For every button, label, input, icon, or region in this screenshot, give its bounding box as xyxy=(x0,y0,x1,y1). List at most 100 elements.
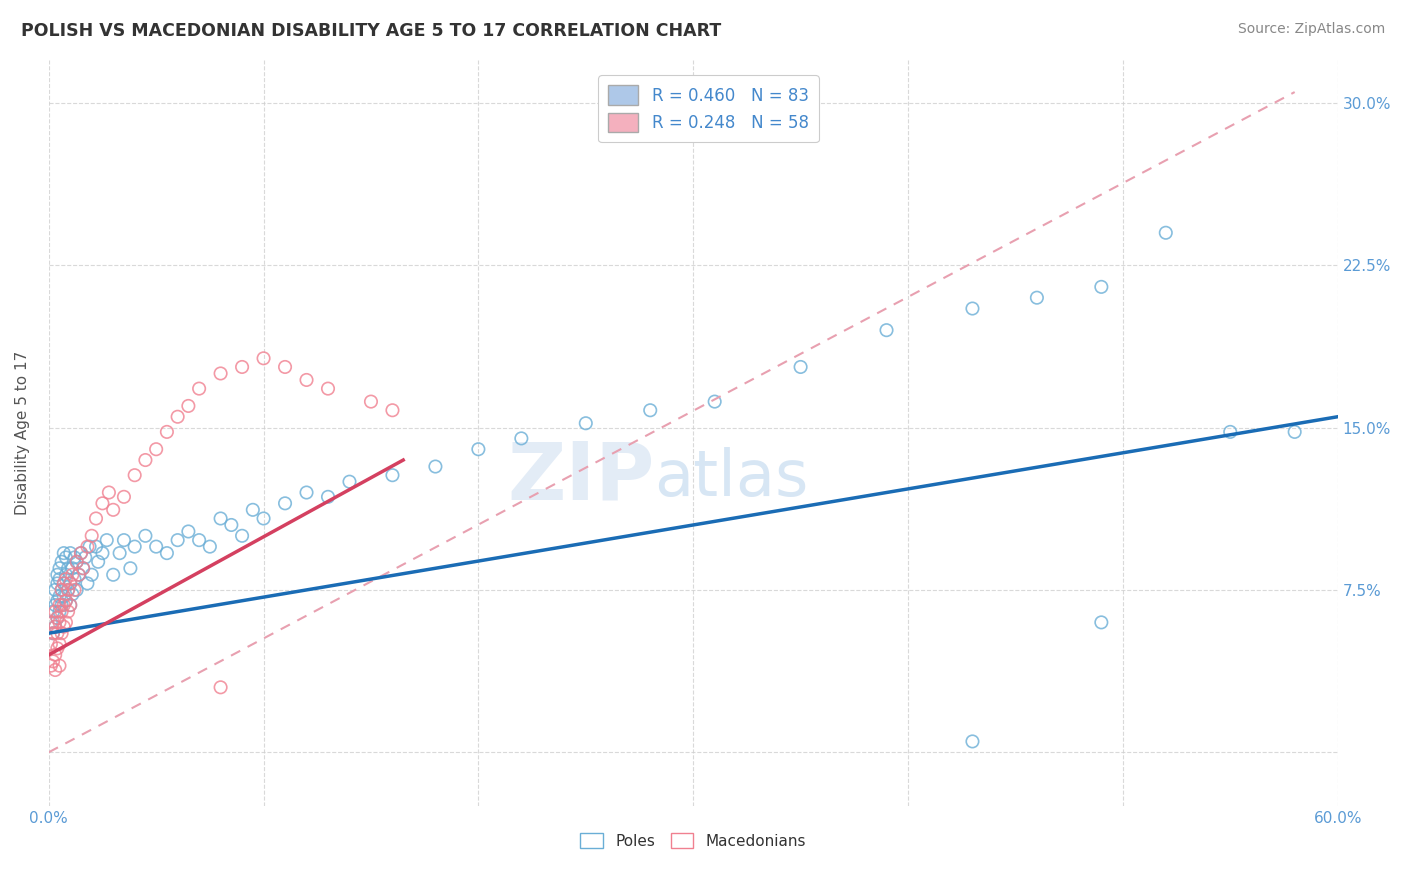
Point xyxy=(51,555,73,569)
Point xyxy=(76,576,98,591)
Point xyxy=(1090,615,1112,630)
Point xyxy=(962,734,984,748)
Point xyxy=(46,567,69,582)
Point xyxy=(42,626,65,640)
Point xyxy=(59,598,82,612)
Point xyxy=(198,540,221,554)
Point xyxy=(242,503,264,517)
Point xyxy=(42,605,65,619)
Point xyxy=(51,598,73,612)
Point xyxy=(60,561,83,575)
Point xyxy=(70,546,93,560)
Point xyxy=(39,658,62,673)
Point xyxy=(56,582,79,597)
Point xyxy=(52,598,75,612)
Point xyxy=(124,540,146,554)
Point xyxy=(134,529,156,543)
Point xyxy=(66,555,89,569)
Point xyxy=(70,546,93,560)
Point xyxy=(97,485,120,500)
Point xyxy=(274,496,297,510)
Point xyxy=(55,615,77,630)
Point xyxy=(876,323,898,337)
Point xyxy=(295,373,318,387)
Point xyxy=(52,576,75,591)
Point xyxy=(67,567,90,582)
Point xyxy=(51,582,73,597)
Point xyxy=(44,620,66,634)
Point xyxy=(1090,280,1112,294)
Point xyxy=(209,367,232,381)
Point xyxy=(59,546,82,560)
Point xyxy=(96,533,118,548)
Point xyxy=(51,626,73,640)
Point xyxy=(46,641,69,656)
Point xyxy=(63,550,86,565)
Point xyxy=(48,605,70,619)
Point xyxy=(84,540,107,554)
Point xyxy=(48,598,70,612)
Point xyxy=(231,529,253,543)
Point xyxy=(1154,226,1177,240)
Point xyxy=(44,582,66,597)
Text: ZIP: ZIP xyxy=(508,439,655,516)
Point xyxy=(60,567,83,582)
Point xyxy=(510,431,533,445)
Legend: Poles, Macedonians: Poles, Macedonians xyxy=(574,827,813,855)
Point xyxy=(381,468,404,483)
Point xyxy=(44,648,66,662)
Point xyxy=(209,511,232,525)
Point xyxy=(231,359,253,374)
Point xyxy=(145,540,167,554)
Point xyxy=(112,490,135,504)
Point xyxy=(188,382,211,396)
Point xyxy=(55,593,77,607)
Point xyxy=(166,533,188,548)
Point xyxy=(274,359,297,374)
Point xyxy=(75,550,97,565)
Point xyxy=(87,555,110,569)
Point xyxy=(44,598,66,612)
Point xyxy=(112,533,135,548)
Point xyxy=(156,546,179,560)
Point xyxy=(381,403,404,417)
Point xyxy=(360,394,382,409)
Point xyxy=(166,409,188,424)
Point xyxy=(59,576,82,591)
Point xyxy=(63,582,86,597)
Point xyxy=(575,416,598,430)
Point xyxy=(145,442,167,457)
Point xyxy=(46,626,69,640)
Point xyxy=(156,425,179,439)
Point xyxy=(55,572,77,586)
Point xyxy=(48,637,70,651)
Point xyxy=(252,511,274,525)
Point xyxy=(221,518,243,533)
Point xyxy=(46,611,69,625)
Point xyxy=(252,351,274,366)
Point xyxy=(124,468,146,483)
Point xyxy=(55,593,77,607)
Point xyxy=(134,453,156,467)
Point xyxy=(1025,291,1047,305)
Point xyxy=(39,615,62,630)
Point xyxy=(56,561,79,575)
Point xyxy=(79,540,101,554)
Point xyxy=(72,561,94,575)
Point xyxy=(55,550,77,565)
Point xyxy=(91,546,114,560)
Point xyxy=(42,654,65,668)
Text: atlas: atlas xyxy=(655,447,808,508)
Point xyxy=(52,576,75,591)
Point xyxy=(72,561,94,575)
Point xyxy=(425,459,447,474)
Point xyxy=(63,572,86,586)
Point xyxy=(48,658,70,673)
Point xyxy=(103,503,125,517)
Point xyxy=(42,626,65,640)
Point xyxy=(962,301,984,316)
Point xyxy=(66,555,89,569)
Point xyxy=(188,533,211,548)
Point xyxy=(703,394,725,409)
Point xyxy=(48,590,70,604)
